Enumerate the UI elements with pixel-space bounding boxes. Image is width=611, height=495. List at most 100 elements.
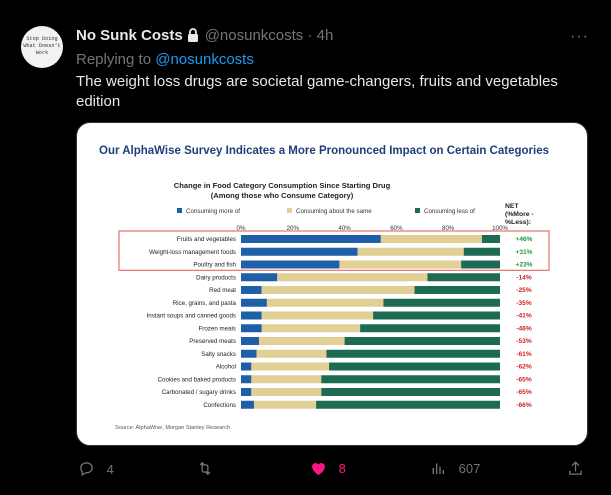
legend-label: Consuming about the same [296, 208, 372, 215]
x-tick-label: 40% [338, 225, 351, 232]
net-value-label: -62% [516, 364, 532, 371]
category-label: Weight-loss management foods [149, 249, 236, 256]
bar-segment-more [241, 362, 252, 371]
net-value-label: -66% [516, 402, 532, 409]
net-header: NET (%More - %Less): [505, 203, 534, 226]
reply-button[interactable]: 4 [78, 460, 114, 477]
category-label: Preserved meats [189, 338, 236, 345]
bar-segment-less [321, 375, 500, 384]
category-label: Confections [203, 402, 236, 409]
replying-prefix: Replying to [76, 51, 156, 68]
net-value-label: -46% [516, 325, 532, 332]
bar-segment-more [241, 337, 260, 345]
bar-segment-more [241, 286, 262, 294]
x-tick-label: 80% [442, 225, 455, 232]
chart-title: Change in Food Category Consumption Sinc… [173, 181, 391, 200]
category-label: Carbonated / sugary drinks [162, 389, 236, 396]
bar-segment-less [360, 324, 500, 333]
bar-segment-less [481, 235, 500, 243]
category-label: Fruits and vegetables [177, 236, 236, 243]
category-label: Salty snacks [201, 351, 236, 358]
reply-count: 4 [106, 462, 114, 477]
bar-segment-less [344, 337, 500, 345]
net-value-label: -25% [516, 287, 532, 294]
views-button[interactable]: 607 [430, 460, 480, 476]
net-value-label: -14% [516, 274, 532, 281]
stacked-bar-chart: 0% 20% 40% 60% 80% 100% Fruits and vegetables +… [118, 225, 550, 409]
bar-segment-more [241, 235, 381, 243]
bar-segment-same [266, 298, 384, 307]
share-button[interactable] [567, 460, 584, 477]
user-handle[interactable]: @nosunkcosts [204, 27, 304, 44]
views-icon [432, 463, 444, 474]
category-label: Instant soups and canned goods [147, 313, 236, 320]
bar-segment-same [251, 388, 322, 396]
net-value-label: -65% [516, 376, 532, 383]
views-count: 607 [458, 461, 481, 476]
legend-label: Consuming less of [424, 208, 475, 215]
x-tick-label: 100% [492, 225, 508, 232]
timestamp[interactable]: 4h [316, 27, 334, 44]
bar-segment-same [261, 311, 374, 320]
bar-segment-less [383, 298, 500, 307]
bar-segment-same [256, 349, 327, 358]
retweet-button[interactable] [196, 460, 214, 477]
bar-segment-same [251, 375, 322, 384]
bar-segment-same [277, 273, 428, 282]
net-value-label: -65% [516, 389, 532, 396]
category-label: Dairy products [196, 274, 236, 281]
bar-segment-more [241, 311, 262, 320]
avatar-text-line: Work [35, 50, 49, 56]
net-value-label: +46% [515, 236, 532, 243]
source-note: Source: AlphaWise, Morgan Stanley Resear… [115, 425, 231, 431]
bar-segment-less [316, 400, 500, 409]
bar-segment-more [241, 273, 278, 282]
bar-segment-more [241, 375, 252, 384]
legend-item-more: Consuming more of [177, 208, 240, 215]
avatar-text-line: Stop Doing [26, 36, 58, 42]
net-value-label: +31% [515, 249, 532, 256]
highlight-box [118, 230, 550, 271]
more-horizontal-icon[interactable]: ··· [570, 28, 589, 45]
net-value-label: +23% [515, 262, 532, 269]
bar-segment-less [326, 349, 500, 358]
category-label: Cookies and baked products [158, 376, 236, 383]
net-value-label: -41% [516, 313, 532, 320]
bar-segment-same [261, 286, 415, 294]
bar-segment-more [241, 247, 358, 256]
bar-segment-more [241, 388, 252, 396]
legend-swatch [177, 208, 182, 213]
net-value-label: -61% [516, 351, 532, 358]
replying-to: Replying to @nosunkcosts [76, 51, 254, 68]
legend-swatch [287, 208, 292, 213]
avatar-text-line: What Doesn't [23, 43, 61, 49]
bar-segment-less [414, 286, 500, 294]
bar-segment-same [259, 337, 345, 345]
bar-segment-same [251, 362, 330, 371]
bar-segment-less [373, 311, 500, 320]
retweet-icon [199, 461, 211, 476]
legend-swatch [415, 208, 420, 213]
like-button[interactable]: 8 [310, 460, 346, 476]
bar-segment-same [253, 400, 317, 409]
bar-segment-less [321, 388, 500, 396]
bar-segment-less [463, 247, 500, 256]
replying-handle-link[interactable]: @nosunkcosts [155, 51, 254, 68]
category-label: Poultry and fish [193, 262, 236, 269]
image-title: Our AlphaWise Survey Indicates a More Pr… [99, 145, 549, 157]
like-count: 8 [338, 461, 346, 476]
bar-segment-less [427, 273, 500, 282]
category-label: Red meat [209, 287, 236, 294]
net-value-label: -35% [516, 300, 532, 307]
legend-item-same: Consuming about the same [287, 208, 372, 215]
bar-segment-more [241, 349, 257, 358]
tweet-media-image[interactable]: Our AlphaWise Survey Indicates a More Pr… [76, 122, 588, 446]
legend-label: Consuming more of [186, 208, 240, 215]
bar-segment-more [241, 400, 254, 409]
x-tick-label: 0% [237, 225, 246, 232]
display-name[interactable]: No Sunk Costs [76, 27, 183, 44]
avatar[interactable]: Stop Doing What Doesn't Work [21, 26, 63, 68]
lock-icon [187, 28, 199, 46]
category-label: Rice, grains, and pasta [173, 300, 237, 307]
heart-icon [312, 463, 325, 476]
